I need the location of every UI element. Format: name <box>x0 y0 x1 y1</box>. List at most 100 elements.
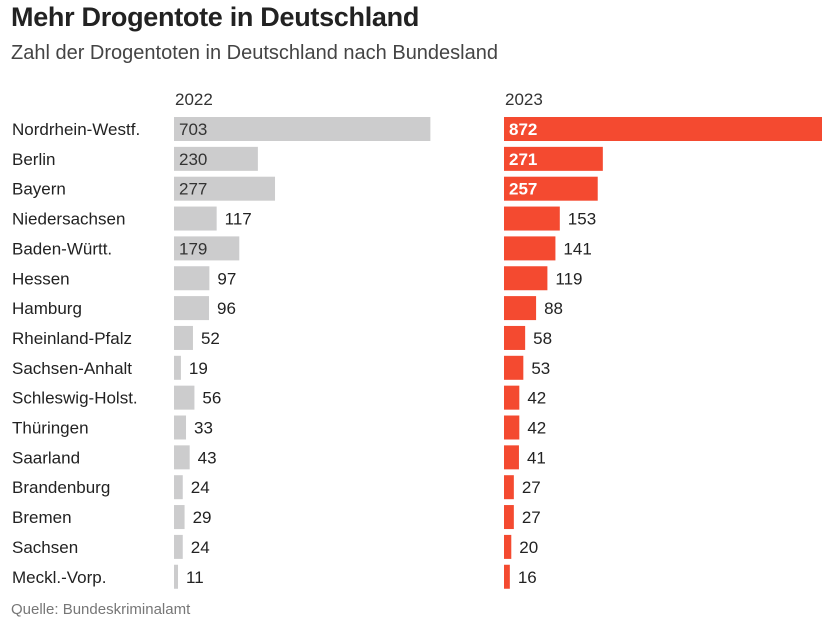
category-label: Hessen <box>12 269 70 288</box>
bar-2023 <box>504 564 510 589</box>
category-label: Schleswig-Holst. <box>12 389 138 408</box>
bar-2022 <box>174 385 195 410</box>
value-label-2023: 872 <box>509 120 537 139</box>
value-label-2023: 153 <box>568 210 596 229</box>
category-label: Brandenburg <box>12 478 110 497</box>
row-berlin: Berlin 230 271 <box>12 146 603 171</box>
bar-2023 <box>504 325 526 350</box>
value-label-2022: 56 <box>202 389 221 408</box>
row-sachsen-anhalt: Sachsen-Anhalt 19 53 <box>12 355 550 380</box>
row-niedersachsen: Niedersachsen 117 153 <box>12 206 596 231</box>
category-label: Baden-Württ. <box>12 239 112 258</box>
row-schleswig-holst-: Schleswig-Holst. 56 42 <box>12 385 546 410</box>
row-thüringen: Thüringen 33 42 <box>12 415 546 440</box>
bar-2023 <box>504 534 512 559</box>
bar-2022 <box>174 505 185 530</box>
bar-2023 <box>504 296 537 321</box>
row-bremen: Bremen 29 27 <box>12 505 541 530</box>
row-hessen: Hessen 97 119 <box>12 266 583 291</box>
chart-subtitle: Zahl der Drogentoten in Deutschland nach… <box>11 42 498 64</box>
bar-2023 <box>504 206 560 231</box>
category-label: Sachsen <box>12 538 78 557</box>
category-label: Nordrhein-Westf. <box>12 120 140 139</box>
value-label-2022: 11 <box>186 568 204 587</box>
value-label-2022: 24 <box>191 538 210 557</box>
category-label: Bayern <box>12 180 66 199</box>
bar-2023 <box>504 236 556 261</box>
bar-2022 <box>174 445 190 470</box>
bar-2022 <box>174 415 187 440</box>
bar-2022 <box>174 236 240 261</box>
category-label: Saarland <box>12 448 80 467</box>
value-label-2023: 42 <box>527 389 546 408</box>
value-label-2023: 16 <box>518 568 537 587</box>
bar-2023 <box>504 117 822 141</box>
bar-2022 <box>174 355 181 380</box>
category-label: Meckl.-Vorp. <box>12 568 106 587</box>
row-sachsen: Sachsen 24 20 <box>12 534 538 559</box>
row-bayern: Bayern 277 257 <box>12 176 598 201</box>
value-label-2023: 53 <box>531 359 550 378</box>
category-label: Hamburg <box>12 299 82 318</box>
value-label-2023: 20 <box>519 538 538 557</box>
value-label-2022: 179 <box>179 239 207 258</box>
value-label-2022: 43 <box>198 448 217 467</box>
series-header-2022: 2022 <box>175 90 213 109</box>
bar-2022 <box>174 296 210 321</box>
bar-2023 <box>504 415 520 440</box>
value-label-2022: 24 <box>191 478 210 497</box>
series-header-2023: 2023 <box>505 90 543 109</box>
value-label-2022: 96 <box>217 299 236 318</box>
value-label-2023: 58 <box>533 329 552 348</box>
value-label-2022: 97 <box>217 269 236 288</box>
bar-2022 <box>174 564 179 589</box>
row-brandenburg: Brandenburg 24 27 <box>12 475 541 500</box>
bar-2023 <box>504 146 603 171</box>
bar-2023 <box>504 445 519 470</box>
bar-2023 <box>504 266 548 291</box>
value-label-2023: 27 <box>522 478 541 497</box>
row-baden-württ-: Baden-Württ. 179 141 <box>12 236 592 261</box>
row-rheinland-pfalz: Rheinland-Pfalz 52 58 <box>12 325 552 350</box>
value-label-2023: 257 <box>509 180 537 199</box>
value-label-2022: 52 <box>201 329 220 348</box>
bar-2023 <box>504 385 520 410</box>
value-label-2023: 141 <box>563 239 591 258</box>
bar-2022 <box>174 176 276 201</box>
bar-2022 <box>174 117 431 141</box>
chart-title: Mehr Drogentote in Deutschland <box>11 2 420 32</box>
bar-2023 <box>504 505 514 530</box>
bar-2022 <box>174 146 258 171</box>
value-label-2023: 41 <box>527 448 546 467</box>
category-label: Rheinland-Pfalz <box>12 329 132 348</box>
value-label-2022: 19 <box>189 359 208 378</box>
bar-2023 <box>504 355 524 380</box>
bar-2022 <box>174 206 217 231</box>
row-meckl-vorp-: Meckl.-Vorp. 11 16 <box>12 564 537 589</box>
bar-2023 <box>504 176 598 201</box>
value-label-2022: 277 <box>179 180 207 199</box>
category-label: Niedersachsen <box>12 210 125 229</box>
bar-2022 <box>174 534 183 559</box>
category-label: Bremen <box>12 508 72 527</box>
value-label-2023: 88 <box>544 299 563 318</box>
value-label-2022: 29 <box>193 508 212 527</box>
bar-2022 <box>174 266 210 291</box>
bar-2022 <box>174 475 183 500</box>
row-hamburg: Hamburg 96 88 <box>12 296 563 321</box>
bar-2023 <box>504 475 514 500</box>
value-label-2022: 117 <box>225 210 252 229</box>
row-saarland: Saarland 43 41 <box>12 445 546 470</box>
row-nordrhein-westf-: Nordrhein-Westf. 703 872 <box>12 117 822 141</box>
value-label-2023: 42 <box>527 419 546 438</box>
category-label: Berlin <box>12 150 55 169</box>
source-note: Quelle: Bundeskriminalamt <box>11 601 191 618</box>
value-label-2022: 33 <box>194 419 213 438</box>
value-label-2023: 119 <box>555 269 582 288</box>
value-label-2023: 27 <box>522 508 541 527</box>
category-label: Thüringen <box>12 419 89 438</box>
category-label: Sachsen-Anhalt <box>12 359 132 378</box>
value-label-2022: 230 <box>179 150 207 169</box>
bar-2022 <box>174 325 193 350</box>
